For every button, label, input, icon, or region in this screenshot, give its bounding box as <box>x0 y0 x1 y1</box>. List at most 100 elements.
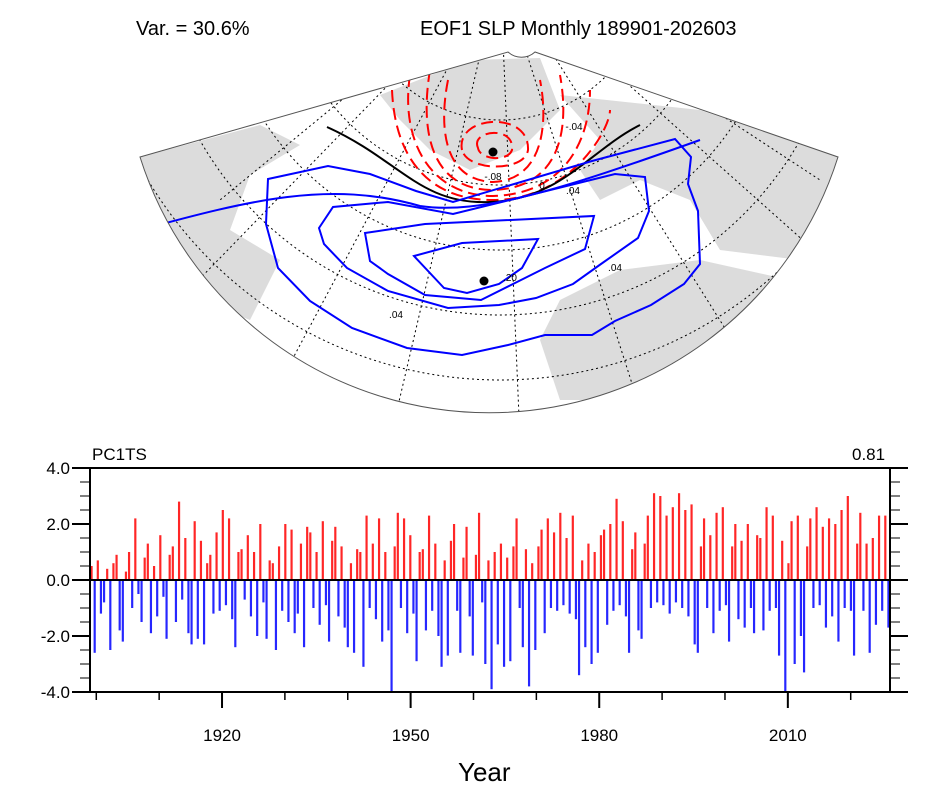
pc-bar <box>749 580 753 608</box>
pc-bar <box>818 580 821 606</box>
map-title: EOF1 SLP Monthly 189901-202603 <box>420 18 737 40</box>
pc-bar <box>165 580 168 639</box>
pc-bar <box>206 563 209 580</box>
pc-bar <box>437 580 440 636</box>
pc-bar <box>265 580 268 639</box>
pc-bar <box>431 580 434 611</box>
pc-bar <box>621 521 624 580</box>
pc-bar <box>93 580 96 653</box>
pc-bar <box>440 580 443 667</box>
pc-bar <box>843 580 846 608</box>
pc-bar <box>702 518 706 580</box>
pc-bar <box>502 580 506 667</box>
pc-bar <box>493 552 496 580</box>
pc-bar <box>99 580 103 614</box>
pc-bar <box>699 546 703 580</box>
pc-bar <box>487 560 490 580</box>
pc-bar <box>668 580 671 614</box>
y-tick-label: 0.0 <box>46 571 70 590</box>
pc-bar <box>752 580 756 634</box>
pc-bar <box>184 538 187 580</box>
pc-bar <box>696 580 699 653</box>
pc-bar <box>540 529 543 580</box>
pc-bar <box>152 566 156 580</box>
pc-bar <box>774 580 778 608</box>
pc-bar <box>315 552 318 580</box>
pc-bar <box>243 580 246 600</box>
greenland <box>380 58 560 170</box>
pc-bar <box>574 580 578 620</box>
negative-contours <box>391 69 611 202</box>
contour-label: .04 <box>566 186 580 197</box>
pc-bar <box>287 580 290 622</box>
pc-bar <box>806 546 809 580</box>
pc-bar <box>302 580 306 648</box>
pc-bar <box>146 543 149 580</box>
pc-bar <box>368 580 371 608</box>
pc-bar <box>787 563 790 580</box>
pc-bar <box>356 549 359 580</box>
pc-bar <box>740 540 743 580</box>
pc-bar <box>506 557 509 580</box>
pc-bar <box>168 554 171 580</box>
pc-bar <box>449 540 453 580</box>
pc-bar <box>756 535 759 580</box>
pc-bar <box>346 580 349 648</box>
pc-bar <box>706 580 709 608</box>
pc-bar <box>387 580 390 631</box>
pc-bar <box>552 532 556 580</box>
pc-bar <box>237 552 240 580</box>
pc-bar <box>187 580 190 634</box>
pc-bar <box>862 580 865 611</box>
pc-bar <box>406 580 409 634</box>
pc-bar <box>334 526 337 580</box>
pc-bar <box>224 580 228 606</box>
pc-bar <box>115 554 118 580</box>
pc-bar <box>874 580 878 625</box>
europe-asia <box>560 95 838 260</box>
map-border <box>139 51 839 414</box>
pc-bar <box>796 515 799 580</box>
pc-bar <box>768 580 771 611</box>
positive-contours <box>140 137 702 357</box>
pc-bar <box>137 580 140 594</box>
pc-bar <box>140 580 143 622</box>
pc-bar <box>509 580 512 662</box>
pc-bar <box>127 552 131 580</box>
pc-bar <box>177 501 181 580</box>
pc-bar <box>662 580 665 606</box>
pc-bar <box>640 580 643 639</box>
pc-bar <box>221 510 224 580</box>
pc-bar <box>884 515 887 580</box>
contour-label: .20 <box>503 273 517 284</box>
pc-bar <box>743 580 746 628</box>
pc-bar <box>481 580 484 603</box>
pc-bar <box>871 538 874 580</box>
pc-bar <box>377 518 381 580</box>
pc-bar <box>584 580 587 648</box>
pc-bar <box>409 535 412 580</box>
pc-bar <box>887 580 890 628</box>
pc-bar <box>543 580 546 634</box>
pc-bar <box>837 580 840 642</box>
pc-bar <box>421 549 424 580</box>
contour-label: .04 <box>608 263 622 274</box>
pc-bar <box>665 515 668 580</box>
pc-bar <box>759 538 762 580</box>
pc-bar <box>131 580 134 608</box>
bars <box>90 493 890 692</box>
pc-bar <box>518 580 521 608</box>
pc-bar <box>671 507 674 580</box>
pc-bar <box>556 580 559 611</box>
pc-bar <box>402 518 406 580</box>
pc-bar <box>246 535 249 580</box>
pc-bar <box>309 532 312 580</box>
pc-bar <box>531 563 534 580</box>
pc-bar <box>271 563 274 580</box>
pc-bar <box>456 580 459 611</box>
pc-bar <box>634 532 637 580</box>
pc-bar <box>374 580 378 620</box>
pc-bar <box>134 518 137 580</box>
pc-bar <box>515 518 518 580</box>
pc-bar <box>249 580 253 617</box>
